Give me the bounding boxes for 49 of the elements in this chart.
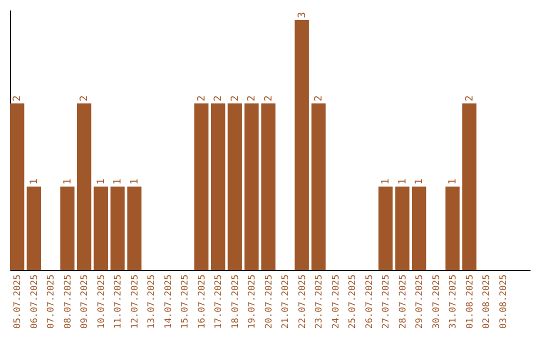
data-label: 1 [448,178,459,185]
data-label: 1 [112,178,124,185]
x-tick-label: 06.07.2025 [30,274,40,329]
data-label: 2 [464,95,476,102]
x-tick-label: 03.08.2025 [498,274,509,329]
data-label: 1 [96,178,107,185]
x-tick-label: 26.07.2025 [364,274,375,329]
data-label: 1 [62,178,74,185]
data-label: 1 [414,178,426,185]
x-tick-label: 11.07.2025 [114,274,124,329]
data-label: 2 [196,95,208,102]
x-tick-label: 05.07.2025 [13,274,24,329]
data-label: 2 [246,95,258,102]
x-tick-label: 25.07.2025 [348,274,358,329]
x-tick-label: 14.07.2025 [164,274,174,329]
x-tick-label: 17.07.2025 [214,274,224,329]
data-label: 1 [380,178,392,185]
x-tick-label: 21.07.2025 [281,274,292,329]
data-label: 2 [79,95,90,102]
x-tick-label: 10.07.2025 [96,274,107,329]
x-tick-label: 20.07.2025 [264,274,274,329]
x-tick-label: 15.07.2025 [180,274,191,329]
data-label: 1 [397,178,408,185]
x-tick-label: 02.08.2025 [482,274,492,329]
data-label: 2 [230,95,241,102]
data-label: 3 [296,12,308,18]
x-tick-label: 16.07.2025 [197,274,208,329]
x-tick-label: 01.08.2025 [465,274,476,329]
data-label: 1 [129,178,140,185]
x-tick-label: 12.07.2025 [130,274,140,329]
data-label: 2 [213,95,224,102]
x-tick-label: 22.07.2025 [298,274,308,329]
data-label: 2 [12,95,24,102]
x-tick-label: 27.07.2025 [382,274,392,329]
x-tick-label: 18.07.2025 [230,274,241,329]
x-tick-label: 19.07.2025 [248,274,258,329]
x-tick-label: 30.07.2025 [432,274,442,329]
data-label: 2 [314,95,325,102]
x-tick-label: 09.07.2025 [80,274,90,329]
x-tick-label: 29.07.2025 [415,274,426,329]
x-tick-label: 08.07.2025 [63,274,74,329]
x-tick-label: 31.07.2025 [448,274,459,329]
x-tick-label: 23.07.2025 [314,274,325,329]
data-label: 2 [263,95,274,102]
data-label: 1 [28,178,40,185]
x-tick-label: 28.07.2025 [398,274,408,329]
x-tick-label: 13.07.2025 [147,274,158,329]
x-tick-label: 07.07.2025 [46,274,57,329]
x-tick-label: 24.07.2025 [331,274,342,329]
